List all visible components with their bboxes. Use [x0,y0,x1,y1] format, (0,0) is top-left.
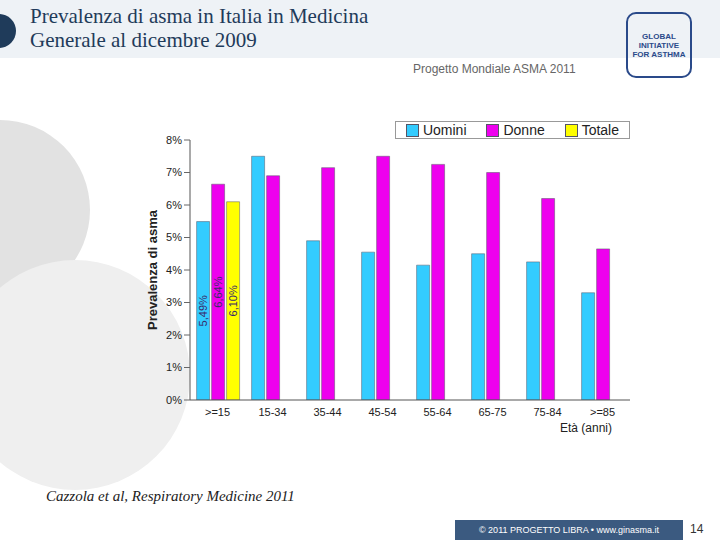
html-text:Uomini: Uomini [423,122,467,138]
html-text:Progetto Mondiale ASMA 2011: Progetto Mondiale ASMA 2011 [413,62,576,76]
html-text:Totale: Totale [581,122,619,138]
svg-text:6,64%: 6,64% [212,276,224,307]
svg-text:65-75: 65-75 [478,406,506,418]
svg-text:6%: 6% [166,199,182,211]
svg-text:15-34: 15-34 [258,406,286,418]
html-text:Prevalenza di asma in Italia i: Prevalenza di asma in Italia in Medicina… [30,4,369,52]
svg-text:6,10%: 6,10% [227,285,239,316]
svg-text:5,49%: 5,49% [197,295,209,326]
svg-text:1%: 1% [166,361,182,373]
svg-text:>=15: >=15 [205,406,230,418]
svg-text:5%: 5% [166,231,182,243]
svg-text:>=85: >=85 [590,406,615,418]
html-text:GLOBAL INITIATIVE FOR ASTHMA: GLOBAL INITIATIVE FOR ASTHMA [632,31,686,59]
svg-text:75-84: 75-84 [533,406,561,418]
html-text:© 2011 PROGETTO LIBRA • www.gi: © 2011 PROGETTO LIBRA • www.ginasma.it [479,525,659,535]
html-text:Donne: Donne [503,122,545,138]
svg-text:0%: 0% [166,394,182,406]
html-text:Cazzola et al, Respiratory Med: Cazzola et al, Respiratory Medicine 2011 [46,488,295,504]
svg-text:35-44: 35-44 [313,406,341,418]
svg-text:45-54: 45-54 [368,406,396,418]
svg-text:2%: 2% [166,329,182,341]
svg-text:4%: 4% [166,264,182,276]
html-text:Prevalenza di asma: Prevalenza di asma [144,210,160,330]
html-text:14: 14 [690,522,704,536]
html-text:Età (anni): Età (anni) [560,421,612,435]
svg-text:8%: 8% [166,134,182,146]
svg-text:3%: 3% [166,296,182,308]
svg-text:55-64: 55-64 [423,406,451,418]
svg-text:7%: 7% [166,166,182,178]
